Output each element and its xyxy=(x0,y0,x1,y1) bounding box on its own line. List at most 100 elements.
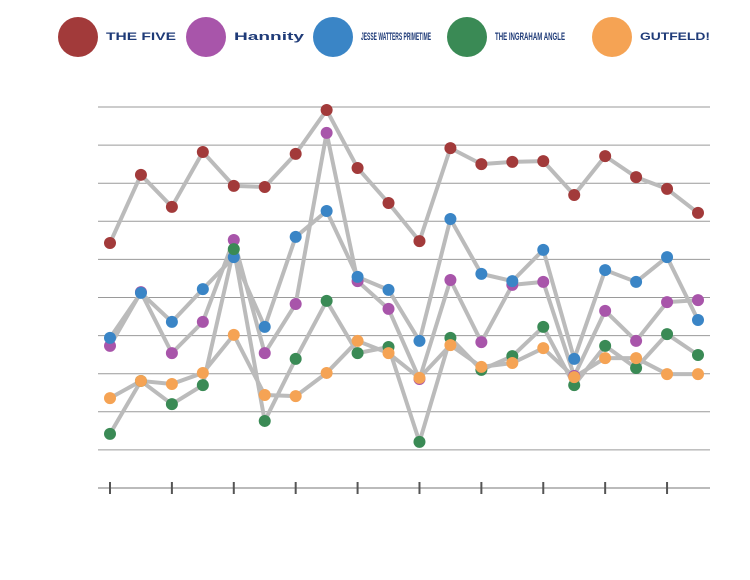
data-point xyxy=(258,320,271,333)
data-point xyxy=(537,243,550,256)
data-point xyxy=(104,331,116,344)
data-point xyxy=(289,230,302,243)
data-point xyxy=(413,334,426,347)
data-point xyxy=(104,237,116,250)
data-point xyxy=(444,142,457,155)
data-point xyxy=(413,235,426,248)
data-point xyxy=(475,158,488,171)
data-point xyxy=(537,155,550,168)
data-point xyxy=(227,328,240,341)
data-point xyxy=(661,182,674,195)
data-point xyxy=(599,264,612,277)
data-point xyxy=(320,366,333,379)
data-point xyxy=(630,334,643,347)
data-point xyxy=(196,145,209,158)
data-point xyxy=(196,379,209,392)
data-point xyxy=(599,339,612,352)
data-point xyxy=(475,360,488,373)
data-point xyxy=(134,168,147,181)
data-point xyxy=(289,147,302,160)
data-point xyxy=(568,371,581,384)
data-point xyxy=(630,352,643,365)
data-point xyxy=(227,179,240,192)
data-point xyxy=(165,315,178,328)
data-point xyxy=(444,339,457,352)
data-point xyxy=(320,205,333,218)
data-point xyxy=(661,296,674,309)
data-point xyxy=(351,347,364,360)
data-point xyxy=(165,398,178,411)
data-point xyxy=(289,352,302,365)
data-point xyxy=(351,161,364,174)
data-point xyxy=(413,435,426,448)
legend-label: JESSE WATTERS PRIMETIME xyxy=(361,31,431,43)
legend-swatch xyxy=(592,17,632,57)
data-point xyxy=(692,313,704,326)
legend-swatch xyxy=(58,17,98,57)
legend-label: THE INGRAHAM ANGLE xyxy=(495,31,565,43)
data-point xyxy=(692,368,704,381)
data-point xyxy=(104,392,116,405)
data-point xyxy=(320,126,333,139)
data-point xyxy=(630,171,643,184)
data-point xyxy=(506,155,519,168)
legend-label: Hannity xyxy=(234,31,306,43)
data-point xyxy=(475,336,488,349)
data-point xyxy=(196,283,209,296)
data-point xyxy=(165,200,178,213)
legend-label: THE FIVE xyxy=(106,31,176,43)
data-point xyxy=(599,150,612,163)
data-point xyxy=(289,390,302,403)
data-point xyxy=(661,251,674,264)
data-point xyxy=(104,427,116,440)
data-point xyxy=(134,374,147,387)
data-point xyxy=(382,302,395,315)
series-line xyxy=(108,130,699,382)
data-point xyxy=(692,349,704,362)
data-point xyxy=(351,270,364,283)
data-point xyxy=(320,104,333,117)
series-line xyxy=(108,247,700,444)
legend-swatch xyxy=(447,17,487,57)
data-point xyxy=(568,352,581,365)
data-point xyxy=(692,206,704,219)
legend-swatch xyxy=(313,17,353,57)
data-point xyxy=(537,320,550,333)
data-point xyxy=(196,366,209,379)
data-point xyxy=(599,352,612,365)
data-point xyxy=(227,233,240,246)
data-point xyxy=(537,275,550,288)
data-point xyxy=(134,286,147,299)
data-point xyxy=(382,347,395,360)
data-point xyxy=(258,347,271,360)
data-point xyxy=(692,294,704,307)
data-point xyxy=(258,181,271,194)
data-point xyxy=(568,189,581,202)
data-point xyxy=(413,371,426,384)
legend-swatch xyxy=(186,17,226,57)
data-point xyxy=(320,294,333,307)
legend-label: GUTFELD! xyxy=(640,31,710,43)
data-point xyxy=(258,414,271,427)
data-point xyxy=(351,334,364,347)
data-point xyxy=(382,197,395,210)
data-point xyxy=(444,213,457,226)
data-point xyxy=(506,275,519,288)
data-point xyxy=(196,315,209,328)
data-point xyxy=(165,377,178,390)
data-point xyxy=(165,347,178,360)
data-point xyxy=(382,283,395,296)
series-line xyxy=(109,332,698,400)
series-line xyxy=(108,108,700,244)
data-point xyxy=(444,273,457,286)
series-line xyxy=(108,209,700,361)
data-point xyxy=(661,328,674,341)
data-point xyxy=(506,357,519,370)
data-point xyxy=(630,361,643,374)
data-point xyxy=(630,275,643,288)
data-point xyxy=(258,389,271,402)
data-point xyxy=(661,368,674,381)
data-point xyxy=(475,267,488,280)
data-point xyxy=(599,304,612,317)
